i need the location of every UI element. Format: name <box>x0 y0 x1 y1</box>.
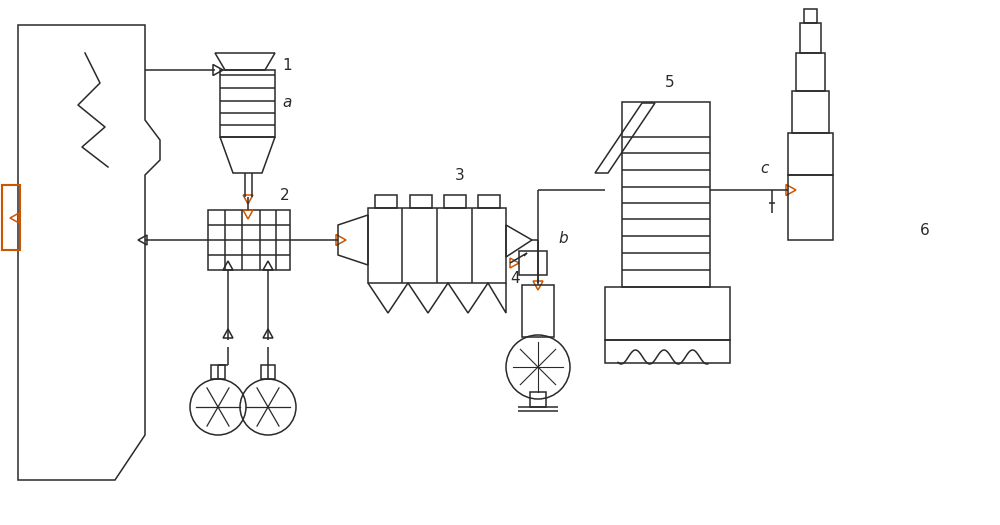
Bar <box>208 210 290 270</box>
Bar <box>530 392 546 407</box>
Bar <box>368 208 506 283</box>
Bar <box>375 195 397 208</box>
Bar <box>478 195 500 208</box>
Bar <box>220 70 275 137</box>
Text: 3: 3 <box>455 168 465 183</box>
Bar <box>788 175 833 240</box>
Bar <box>792 91 829 133</box>
Text: 6: 6 <box>920 223 930 238</box>
Bar <box>410 195 432 208</box>
Bar <box>804 9 817 23</box>
Bar <box>605 287 730 340</box>
Text: c: c <box>760 161 768 176</box>
Bar <box>211 365 225 379</box>
Text: 4: 4 <box>510 271 520 286</box>
Bar <box>261 365 275 379</box>
Text: a: a <box>282 95 291 110</box>
Bar <box>796 53 825 91</box>
Bar <box>519 251 547 275</box>
Text: 1: 1 <box>282 58 292 73</box>
Bar <box>788 133 833 175</box>
Text: 2: 2 <box>280 188 290 203</box>
Bar <box>522 285 554 337</box>
Bar <box>605 340 730 363</box>
Bar <box>800 23 821 53</box>
Bar <box>444 195 466 208</box>
Bar <box>622 102 710 287</box>
Bar <box>2 185 20 250</box>
Text: 5: 5 <box>665 75 675 90</box>
Text: b: b <box>558 231 568 246</box>
